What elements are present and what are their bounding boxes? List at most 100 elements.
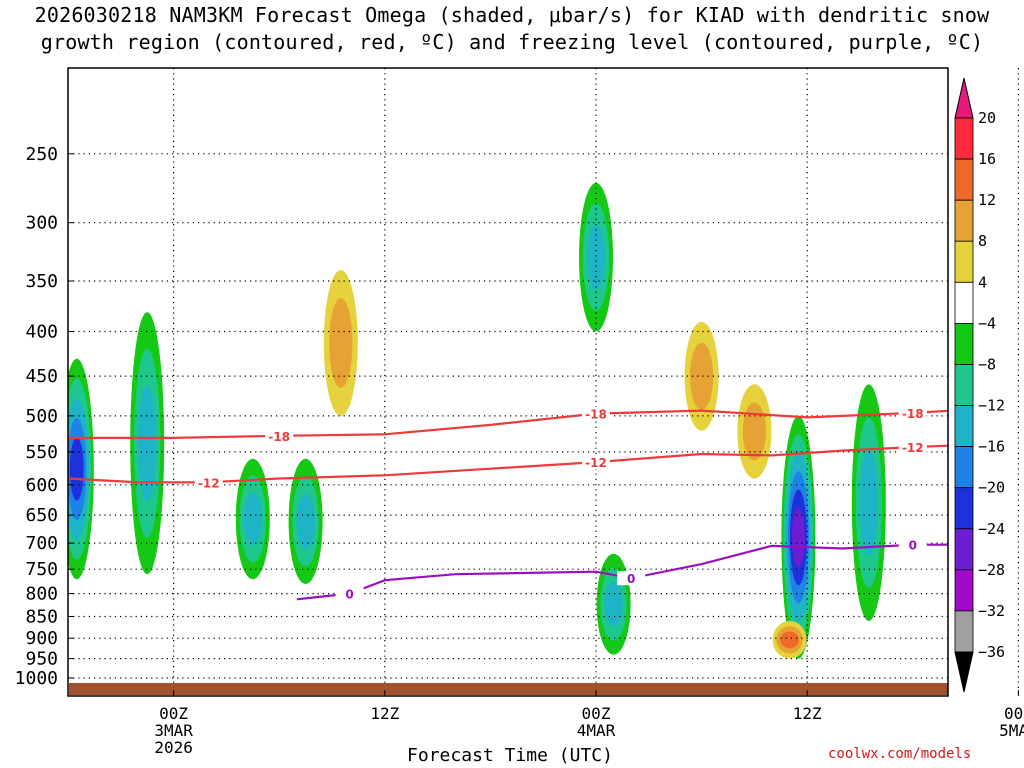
y-tick-label-350: 350 bbox=[25, 271, 58, 292]
contour-label-red--12-2: -12 bbox=[902, 441, 924, 455]
y-tick-label-600: 600 bbox=[25, 475, 58, 496]
colorbar-label-5: −4 bbox=[978, 314, 996, 332]
contours: -18 -18 -18 -12 -12 -12 0 0 0 bbox=[68, 405, 948, 602]
chart-title: 2026030218 NAM3KM Forecast Omega (shaded… bbox=[0, 2, 1024, 56]
omega-region-2-level-2 bbox=[243, 492, 262, 546]
omega-region-3-level-2 bbox=[296, 493, 315, 550]
omega-region-9-level-5 bbox=[792, 507, 805, 567]
colorbar-label-13: −36 bbox=[978, 643, 1005, 661]
colorbar-swatch-4 bbox=[954, 281, 974, 324]
y-tick-label-950: 950 bbox=[25, 649, 58, 670]
credit-link[interactable]: coolwx.com/models bbox=[828, 746, 972, 762]
colorbar-label-11: −28 bbox=[978, 561, 1005, 579]
x-tick-label-3: 12Z bbox=[793, 704, 822, 723]
colorbar-label-7: −12 bbox=[978, 397, 1005, 415]
x-tick-date-2: 4MAR bbox=[577, 721, 616, 740]
colorbar-bottom-arrow bbox=[954, 651, 974, 693]
omega-region-1-level-2 bbox=[138, 385, 157, 502]
colorbar-label-0: 20 bbox=[978, 109, 996, 127]
y-tick-label-1000: 1000 bbox=[15, 668, 58, 689]
plot-grid bbox=[68, 68, 1020, 696]
x-tick-label-4: 00Z bbox=[1004, 704, 1024, 723]
colorbar-label-8: −16 bbox=[978, 438, 1005, 456]
x-tick-label-1: 12Z bbox=[370, 704, 399, 723]
x-tick-date-4: 5MAR bbox=[999, 721, 1024, 740]
x-tick-date-0: 3MAR bbox=[154, 721, 193, 740]
contour-label-bg-0-0 bbox=[265, 428, 294, 443]
omega-region-7-level-1 bbox=[690, 342, 714, 410]
contour-label-red--18-0: -18 bbox=[268, 430, 290, 444]
y-tick-label-250: 250 bbox=[25, 144, 58, 165]
colorbar-label-4: 4 bbox=[978, 273, 987, 291]
omega-region-12-level-0 bbox=[1010, 122, 1024, 247]
chart-title-line-2: growth region (contoured, red, ºC) and f… bbox=[40, 30, 984, 54]
x-tick-label-2: 00Z bbox=[582, 704, 611, 723]
colorbar-swatch-11 bbox=[954, 569, 974, 612]
contour-label-bg-2-1 bbox=[617, 571, 646, 586]
x-axis: 00Z3MAR202612Z00Z4MAR12Z00Z5MAR bbox=[154, 690, 1024, 757]
colorbar-swatch-9 bbox=[954, 487, 974, 530]
omega-shading bbox=[68, 122, 1024, 659]
contour-label-bg-0-2 bbox=[898, 405, 927, 420]
contour-label-purple-0-0: 0 bbox=[345, 588, 353, 602]
omega-region-6-level-2 bbox=[604, 581, 623, 627]
y-tick-label-850: 850 bbox=[25, 607, 58, 628]
y-tick-label-550: 550 bbox=[25, 442, 58, 463]
colorbar-swatch-0 bbox=[954, 117, 974, 160]
colorbar-label-3: 8 bbox=[978, 232, 987, 250]
colorbar-swatch-5 bbox=[954, 322, 974, 365]
colorbar-label-10: −24 bbox=[978, 520, 1005, 538]
omega-region-0-level-4 bbox=[69, 437, 84, 501]
contour-label-red--12-0: -12 bbox=[198, 476, 220, 490]
omega-region-5-level-2 bbox=[586, 224, 606, 291]
contour-label-red--18-2: -18 bbox=[902, 407, 924, 421]
y-tick-label-500: 500 bbox=[25, 406, 58, 427]
contour-label-purple-0-1: 0 bbox=[627, 572, 635, 586]
y-tick-label-700: 700 bbox=[25, 533, 58, 554]
colorbar: 20 16 12 8 4 −4 −8 −12 −16 −20 −24 −28 −32 −36 bbox=[954, 77, 1005, 693]
x-tick-year-0: 2026 bbox=[154, 738, 193, 757]
contour-label-red--18-1: -18 bbox=[585, 408, 607, 422]
contour-label-bg-1-2 bbox=[898, 440, 927, 455]
ground-surface bbox=[69, 683, 948, 695]
colorbar-label-9: −20 bbox=[978, 479, 1005, 497]
y-tick-label-900: 900 bbox=[25, 628, 58, 649]
colorbar-label-6: −8 bbox=[978, 356, 996, 374]
colorbar-label-12: −32 bbox=[978, 602, 1005, 620]
omega-region-11-level-2 bbox=[859, 450, 878, 556]
y-tick-label-800: 800 bbox=[25, 584, 58, 605]
colorbar-swatch-8 bbox=[954, 446, 974, 489]
contour-label-bg-2-2 bbox=[898, 537, 927, 552]
y-tick-label-300: 300 bbox=[25, 213, 58, 234]
contour-label-bg-2-0 bbox=[335, 586, 364, 601]
x-tick-label-0: 00Z bbox=[159, 704, 188, 723]
colorbar-swatch-2 bbox=[954, 199, 974, 242]
omega-region-8-level-1 bbox=[742, 402, 767, 461]
contour-label-red--12-1: -12 bbox=[585, 456, 607, 470]
y-tick-label-400: 400 bbox=[25, 322, 58, 343]
contour-label-bg-0-1 bbox=[582, 406, 610, 421]
omega-region-10-level-2 bbox=[780, 631, 799, 649]
colorbar-swatch-3 bbox=[954, 240, 974, 283]
colorbar-label-2: 12 bbox=[978, 191, 996, 209]
colorbar-swatch-1 bbox=[954, 158, 974, 201]
omega-region-4-level-1 bbox=[329, 298, 353, 388]
y-tick-label-450: 450 bbox=[25, 366, 58, 387]
y-axis: 2503003504004505005506006507007508008509… bbox=[15, 144, 74, 689]
chart-title-line-1: 2026030218 NAM3KM Forecast Omega (shaded… bbox=[34, 3, 990, 27]
y-tick-label-650: 650 bbox=[25, 505, 58, 526]
omega-region-12-level-1 bbox=[1014, 140, 1024, 230]
contour-label-purple-0-2: 0 bbox=[909, 539, 917, 553]
x-axis-title: Forecast Time (UTC) bbox=[407, 745, 613, 766]
colorbar-top-arrow bbox=[954, 77, 974, 119]
colorbar-swatch-12 bbox=[954, 610, 974, 653]
contour-label-bg-1-0 bbox=[194, 475, 223, 490]
colorbar-label-1: 16 bbox=[978, 150, 996, 168]
colorbar-swatch-7 bbox=[954, 405, 974, 447]
plot-frame bbox=[67, 67, 949, 697]
contour-label-bg-1-1 bbox=[582, 455, 610, 470]
colorbar-swatch-10 bbox=[954, 528, 974, 571]
y-tick-label-750: 750 bbox=[25, 559, 58, 580]
colorbar-swatch-6 bbox=[954, 364, 974, 406]
